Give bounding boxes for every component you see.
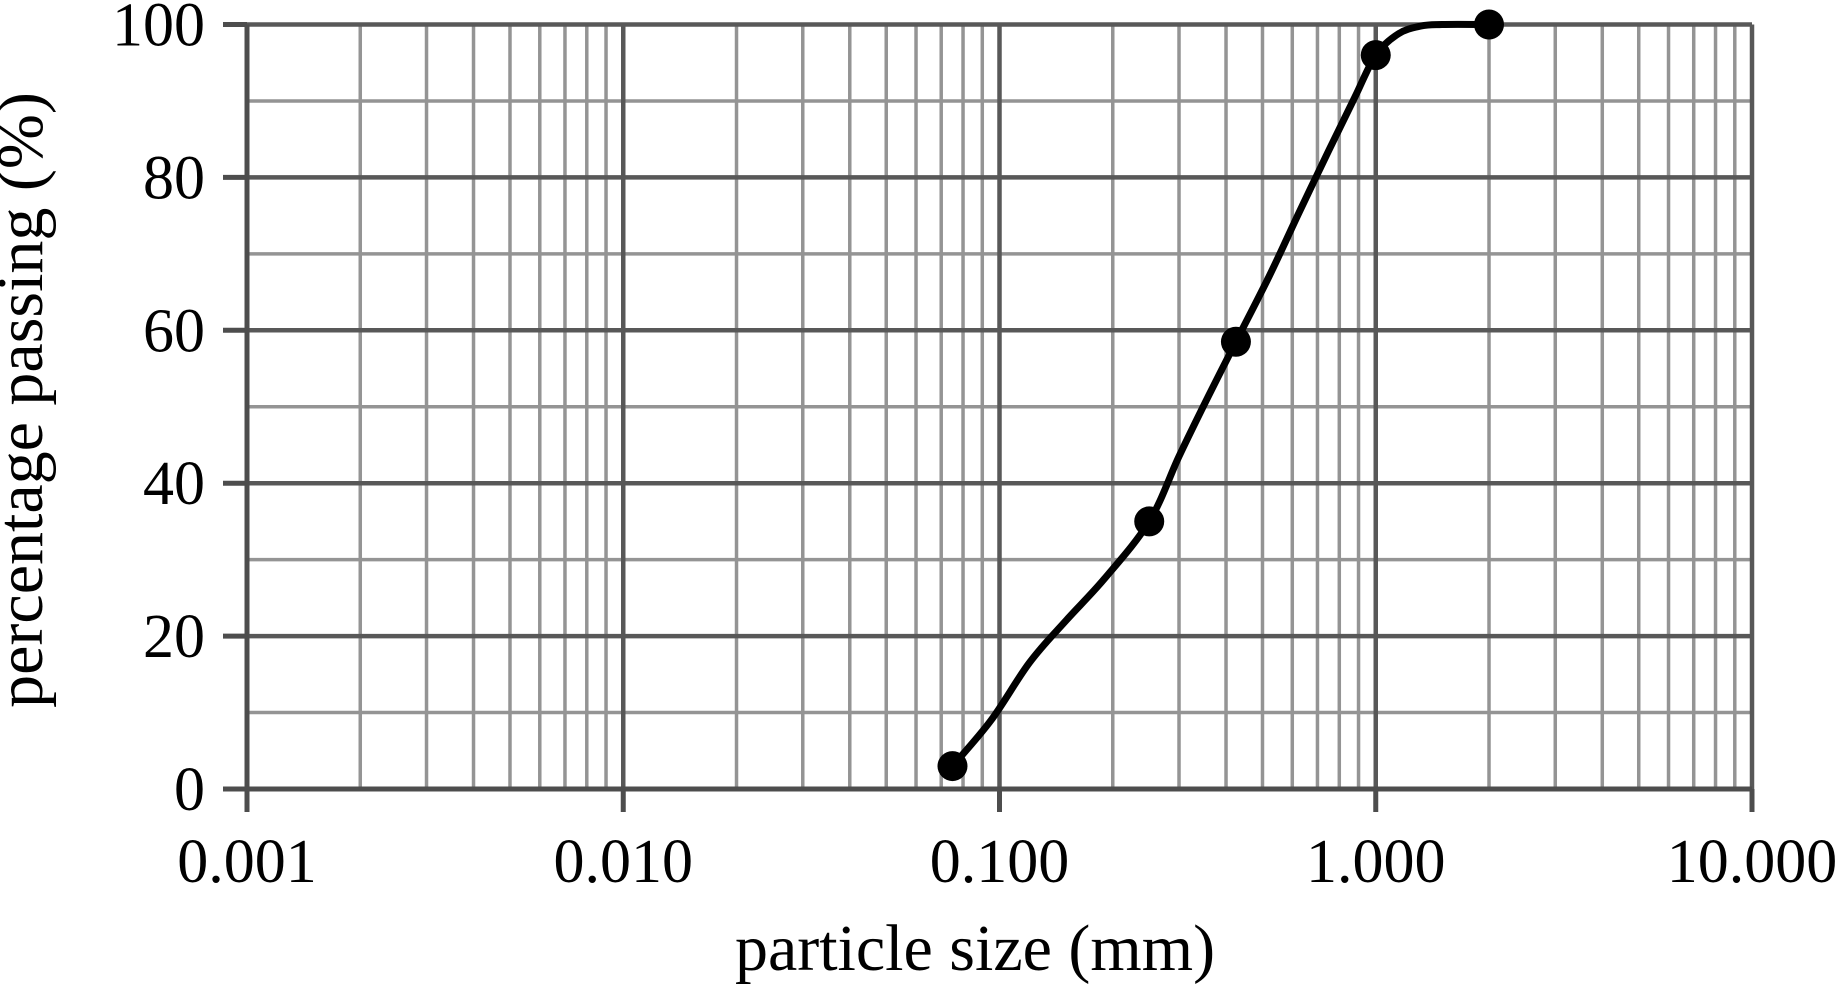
x-tick-label: 0.100	[930, 828, 1070, 896]
y-axis-title: percentage passing (%)	[0, 92, 57, 708]
x-axis-title: particle size (mm)	[735, 912, 1215, 985]
y-tick-label: 20	[143, 603, 205, 671]
tick-labels: 0 20 40 60 80 100 0.001 0.010 0.100 1.000 10.000	[112, 0, 1837, 896]
y-tick-label: 0	[174, 756, 205, 824]
x-tick-label: 10.000	[1667, 828, 1838, 896]
data-point-marker	[1360, 40, 1391, 71]
major-gridlines	[247, 22, 1755, 789]
data-point-marker	[937, 751, 968, 782]
y-tick-label: 40	[143, 450, 205, 518]
data-point-marker	[1220, 326, 1251, 357]
data-point-marker	[1474, 9, 1505, 40]
y-tick-label: 100	[112, 0, 205, 60]
x-tick-label: 1.000	[1306, 828, 1446, 896]
y-tick-label: 60	[143, 297, 205, 365]
axes-and-ticks	[223, 22, 1755, 812]
series-curve	[949, 20, 1493, 770]
minor-gridlines	[247, 24, 1752, 789]
data-point-marker	[1134, 506, 1165, 537]
x-tick-label: 0.010	[554, 828, 694, 896]
x-tick-label: 0.001	[177, 828, 317, 896]
data-series	[937, 9, 1505, 782]
y-tick-label: 80	[143, 144, 205, 212]
